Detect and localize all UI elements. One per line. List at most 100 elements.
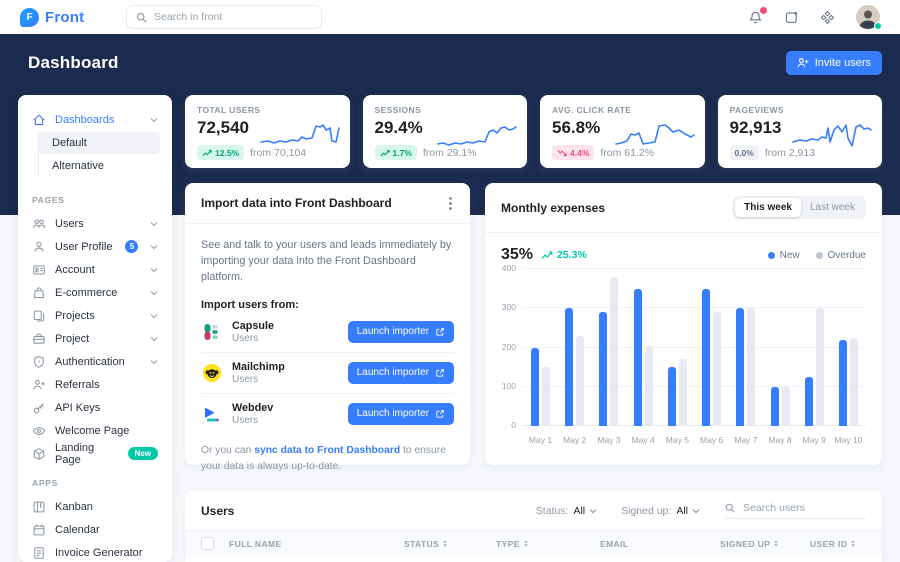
apps-launcher-button[interactable] xyxy=(820,10,835,25)
expenses-change: 25.3% xyxy=(541,249,587,261)
activity-window-button[interactable] xyxy=(784,10,799,25)
x-axis-label: May 5 xyxy=(665,435,689,445)
stat-value: 72,540 xyxy=(197,118,249,137)
sidebar-item-referrals[interactable]: Referrals xyxy=(18,373,172,396)
importer-type: Users xyxy=(232,373,259,385)
box-icon xyxy=(32,447,46,461)
users-search-input[interactable] xyxy=(743,502,866,514)
top-navbar: F Front xyxy=(0,0,900,34)
launch-importer-button[interactable]: Launch importer xyxy=(347,320,454,343)
bell-icon xyxy=(748,10,763,25)
x-axis-label: May 10 xyxy=(834,435,863,445)
legend-label: New xyxy=(779,249,800,261)
capsule-logo-icon xyxy=(201,321,222,342)
sidebar-item-label: E-commerce xyxy=(55,286,118,299)
count-badge: 5 xyxy=(125,240,139,253)
tab-last-week[interactable]: Last week xyxy=(801,198,864,217)
sidebar-item-calendar[interactable]: Calendar xyxy=(18,518,172,541)
sidebar-item-authentication[interactable]: Authentication xyxy=(18,350,172,373)
sync-data-link[interactable]: sync data to Front Dashboard xyxy=(254,444,401,456)
trend-down-icon xyxy=(557,149,567,157)
sort-icon xyxy=(443,539,448,548)
person-icon xyxy=(32,240,46,254)
launch-importer-label: Launch importer xyxy=(356,367,429,379)
sidebar: Dashboards Default Alternative PAGES Users Us… xyxy=(18,95,172,562)
importer-type: Users xyxy=(232,414,259,426)
search-input[interactable] xyxy=(126,5,322,29)
change-badge-value: 1.7% xyxy=(392,147,412,158)
legend-item-new[interactable]: New xyxy=(767,249,800,261)
sidebar-subitem-default[interactable]: Default xyxy=(39,132,160,154)
front-logo-icon: F xyxy=(20,7,39,27)
sidebar-item-projects[interactable]: Projects xyxy=(18,304,172,327)
bar-group-may-1: May 1 xyxy=(529,269,552,445)
main-content: TOTAL USERS 72,540 12.5% from 70,104 SESSION… xyxy=(185,95,882,562)
bar-overdue xyxy=(849,337,858,426)
sidebar-item-label: Calendar xyxy=(55,523,100,536)
import-row-capsule: Capsule Users Launch importer xyxy=(201,312,454,353)
launch-importer-button[interactable]: Launch importer xyxy=(347,402,454,425)
sidebar-item-project[interactable]: Project xyxy=(18,327,172,350)
sidebar-item-label: User Profile xyxy=(55,240,113,253)
importer-type: Users xyxy=(232,332,259,344)
chart-gridline: 300 xyxy=(502,302,866,312)
sidebar-item-dashboards[interactable]: Dashboards xyxy=(18,108,172,131)
sidebar-item-label: Landing Page xyxy=(55,441,95,466)
change-badge: 4.4% xyxy=(552,145,595,160)
stat-label: SESSIONS xyxy=(374,105,422,115)
chart-gridline: 200 xyxy=(502,342,866,352)
importer-name: Mailchimp xyxy=(232,360,285,373)
sidebar-item-landing-page[interactable]: Landing Page New xyxy=(18,441,172,466)
person-plus-icon xyxy=(797,57,809,69)
select-all-checkbox[interactable] xyxy=(201,537,214,550)
sidebar-item-e-commerce[interactable]: E-commerce xyxy=(18,281,172,304)
stat-from-text: from 2,913 xyxy=(764,146,816,159)
notifications-button[interactable] xyxy=(748,6,767,25)
trend-up-icon xyxy=(202,149,212,157)
column-header-type[interactable]: TYPE xyxy=(496,539,600,549)
sidebar-item-welcome-page[interactable]: Welcome Page xyxy=(18,419,172,442)
column-header-label: SIGNED UP xyxy=(720,538,771,549)
launch-importer-button[interactable]: Launch importer xyxy=(347,361,454,384)
external-link-icon xyxy=(435,368,445,378)
sidebar-section-header: PAGES xyxy=(32,195,65,205)
sidebar-item-user-profile[interactable]: User Profile 5 xyxy=(18,235,172,258)
sidebar-item-api-keys[interactable]: API Keys xyxy=(18,396,172,419)
status-filter[interactable]: Status: All xyxy=(536,505,597,517)
change-badge: 12.5% xyxy=(197,145,245,160)
x-axis-label: May 2 xyxy=(563,435,587,445)
x-axis-label: May 3 xyxy=(597,435,621,445)
tab-this-week[interactable]: This week xyxy=(735,198,801,217)
chevron-down-icon xyxy=(150,359,158,365)
legend-item-overdue[interactable]: Overdue xyxy=(815,250,866,261)
bar-overdue xyxy=(678,359,687,426)
sidebar-item-users[interactable]: Users xyxy=(18,212,172,235)
bar-overdue xyxy=(610,276,619,426)
column-header-user-id[interactable]: USER ID xyxy=(810,539,882,549)
user-avatar[interactable] xyxy=(856,5,882,30)
signed-up-filter[interactable]: Signed up: All xyxy=(621,505,700,517)
sidebar-item-kanban[interactable]: Kanban xyxy=(18,495,172,518)
bar-new xyxy=(702,288,711,426)
bar-new xyxy=(633,288,642,426)
stat-card-sessions: SESSIONS 29.4% 1.7% from 29.1% xyxy=(362,95,527,168)
global-search xyxy=(126,5,322,29)
sidebar-item-invoice-generator[interactable]: Invoice Generator xyxy=(18,541,172,562)
invite-users-button[interactable]: Invite users xyxy=(785,51,882,75)
brand-logo[interactable]: F Front xyxy=(20,7,110,27)
column-header-signed-up[interactable]: SIGNED UP xyxy=(720,539,810,549)
sidebar-item-label: Dashboards xyxy=(55,113,115,126)
x-axis-label: May 4 xyxy=(631,435,655,445)
sidebar-item-label: Referrals xyxy=(55,378,100,391)
sidebar-item-label: Projects xyxy=(55,309,95,322)
sidebar-item-label: Welcome Page xyxy=(55,424,130,437)
column-header-status[interactable]: STATUS xyxy=(404,539,496,549)
stat-value: 92,913 xyxy=(729,118,782,137)
external-link-icon xyxy=(435,327,445,337)
kebab-menu-button[interactable] xyxy=(447,196,454,210)
users-search xyxy=(724,502,866,519)
brand-name: Front xyxy=(45,8,85,26)
sidebar-subitem-alternative[interactable]: Alternative xyxy=(52,160,104,172)
sidebar-item-account[interactable]: Account xyxy=(18,258,172,281)
sort-icon xyxy=(774,539,779,548)
